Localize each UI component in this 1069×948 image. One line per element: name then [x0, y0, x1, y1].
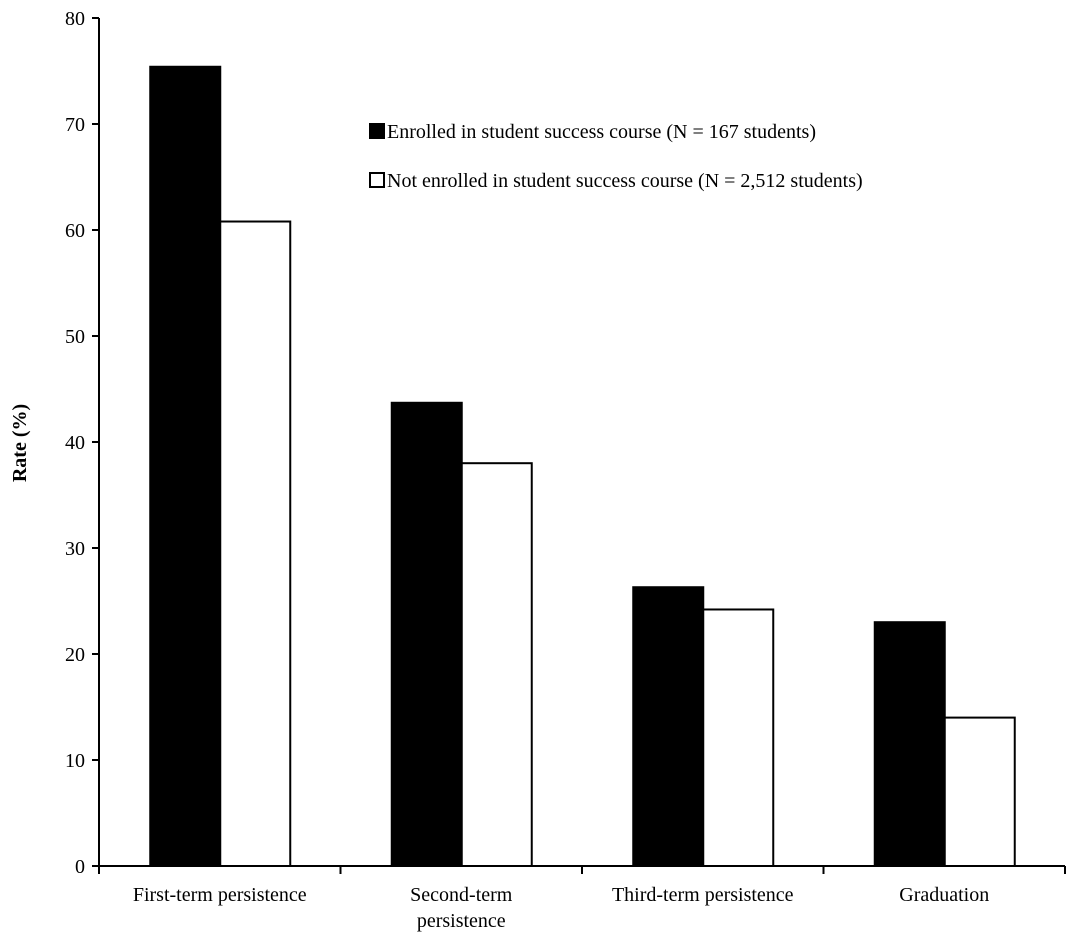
bar-not-enrolled-3: [943, 716, 1016, 867]
y-tick-label: 0: [75, 856, 85, 878]
x-category-label: Second-term persistence: [410, 884, 513, 932]
y-tick-label: 60: [65, 220, 85, 242]
legend-swatch-enrolled: [369, 123, 385, 139]
bar-not-enrolled-1: [460, 462, 533, 867]
legend-swatch-not-enrolled: [369, 172, 385, 188]
y-tick-label: 30: [65, 538, 85, 560]
legend: Enrolled in student success course (N = …: [369, 121, 863, 192]
y-tick-label: 80: [65, 8, 85, 30]
bar-not-enrolled-0: [219, 220, 292, 867]
x-category-label: Graduation: [899, 884, 989, 906]
x-category-label: First-term persistence: [133, 884, 307, 906]
y-axis-label: Rate (%): [9, 404, 31, 482]
y-tick-label: 70: [65, 114, 85, 136]
legend-label-enrolled: Enrolled in student success course (N = …: [387, 121, 816, 143]
legend-label-not-enrolled: Not enrolled in student success course (…: [387, 170, 863, 192]
x-categories-group: First-term persistence Second-term persist…: [133, 884, 989, 932]
y-tick-label: 40: [65, 432, 85, 454]
bar-enrolled-3: [873, 621, 946, 868]
bar-enrolled-1: [390, 401, 463, 867]
y-tick-label: 20: [65, 644, 85, 666]
bar-enrolled-0: [149, 65, 222, 867]
bar-enrolled-2: [632, 586, 705, 867]
x-category-label: Third-term persistence: [612, 884, 794, 906]
bar-not-enrolled-2: [702, 608, 775, 867]
bars-group: [149, 65, 1016, 868]
y-ticks-group: 0 10 20 30 40 50 60 70 80: [65, 8, 99, 878]
y-tick-label: 50: [65, 326, 85, 348]
y-tick-label: 10: [65, 750, 85, 772]
